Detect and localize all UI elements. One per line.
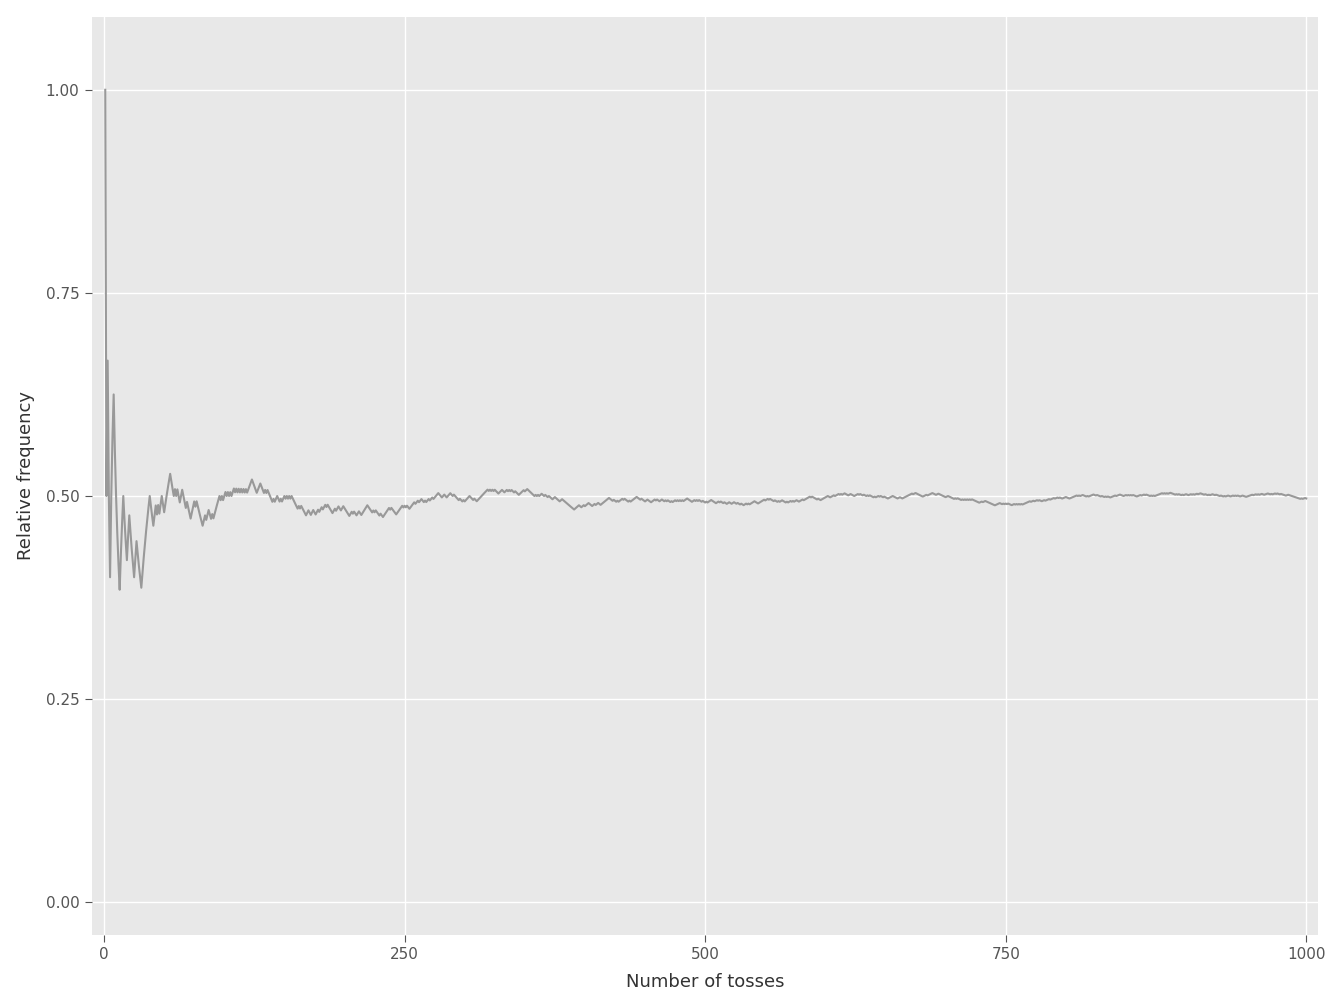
Y-axis label: Relative frequency: Relative frequency [16,391,35,560]
X-axis label: Number of tosses: Number of tosses [626,974,785,991]
